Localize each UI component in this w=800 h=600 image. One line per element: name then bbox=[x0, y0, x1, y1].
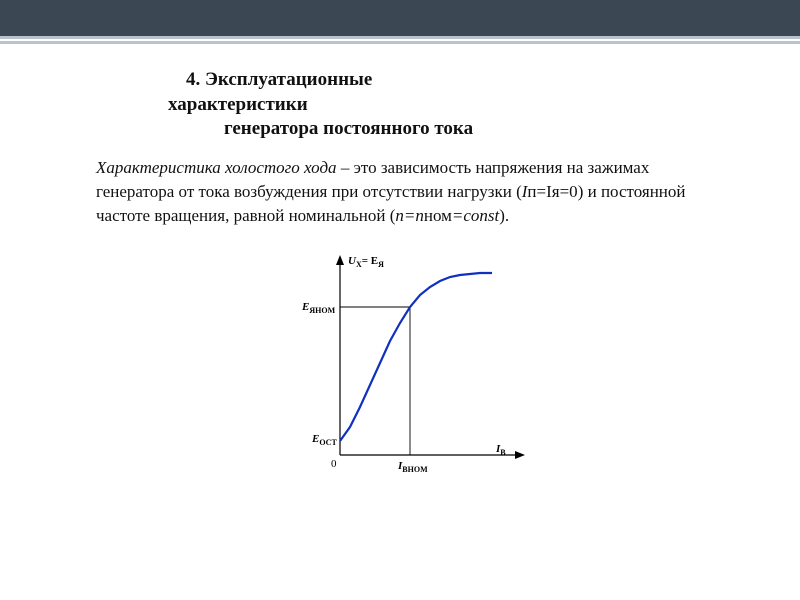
eq1-rest: п=Iя=0 bbox=[527, 182, 577, 201]
e-nom-label: EЯНОМ bbox=[301, 301, 336, 315]
e-ost-label: EОСТ bbox=[311, 433, 337, 447]
no-load-characteristic-chart: UX= EЯ EЯНОМ EОСТ 0 IВНОМ IВ bbox=[260, 245, 540, 485]
origin-zero: 0 bbox=[331, 458, 337, 470]
i-v-label: IВ bbox=[495, 443, 506, 457]
heading-line-2: характеристики bbox=[168, 93, 692, 118]
eq2-a: n=n bbox=[395, 206, 423, 225]
slide-content: 4. Эксплуатационные характеристики генер… bbox=[0, 44, 800, 485]
slide-top-bar bbox=[0, 0, 800, 36]
para-text-3: ). bbox=[499, 206, 509, 225]
lead-term: Характеристика холостого хода bbox=[96, 158, 337, 177]
heading-line-1: 4. Эксплуатационные bbox=[168, 68, 692, 93]
characteristic-curve bbox=[340, 273, 492, 441]
x-axis-arrow bbox=[515, 451, 525, 459]
heading-line-3: генератора постоянного тока bbox=[168, 117, 692, 142]
axis-labels: UX= EЯ EЯНОМ EОСТ 0 IВНОМ IВ bbox=[301, 255, 506, 474]
section-heading: 4. Эксплуатационные характеристики генер… bbox=[168, 68, 692, 142]
chart-container: UX= EЯ EЯНОМ EОСТ 0 IВНОМ IВ bbox=[48, 245, 752, 485]
accent-lines bbox=[0, 36, 800, 44]
y-axis-title: UX= EЯ bbox=[348, 255, 384, 269]
definition-paragraph: Характеристика холостого хода – это зави… bbox=[96, 156, 712, 227]
y-axis-arrow bbox=[336, 255, 344, 265]
i-vnom-label: IВНОМ bbox=[397, 460, 428, 474]
guides bbox=[340, 307, 410, 455]
eq2-c: =const bbox=[452, 206, 499, 225]
eq2-b: ном bbox=[424, 206, 452, 225]
